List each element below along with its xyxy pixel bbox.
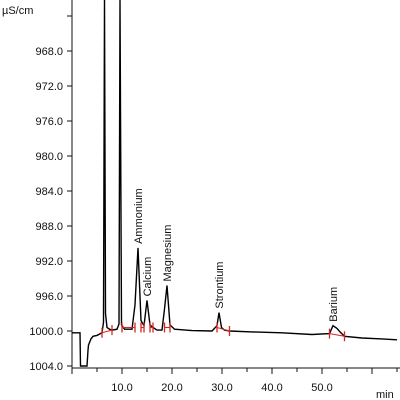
y-tick-label: 972.0 (35, 81, 63, 93)
peak-label-strontium: Strontium (214, 262, 226, 309)
y-tick-label: 984.0 (35, 186, 63, 198)
x-axis-unit-label: min (376, 389, 394, 400)
x-tick-label: 40.0 (261, 382, 282, 394)
peak-labels: Ammonium Calcium Magnesium Strontium Barium (133, 188, 340, 321)
y-tick-label: 1000.0 (29, 326, 63, 338)
y-tick-label: 980.0 (35, 151, 63, 163)
y-tick-label: 1004.0 (29, 361, 63, 373)
x-tick-label: 30.0 (211, 382, 232, 394)
integration-baseline (101, 329, 113, 334)
integration-marks (101, 322, 346, 342)
x-tick-label: 50.0 (311, 382, 332, 394)
x-tick-label: 20.0 (161, 382, 182, 394)
peak-label-barium: Barium (328, 287, 340, 322)
integration-baseline (216, 326, 230, 332)
x-axis-ticks: 10.0 20.0 30.0 40.0 50.0 (71, 368, 398, 394)
y-axis-unit-label: µS/cm (2, 5, 33, 17)
x-tick-label: 10.0 (111, 382, 132, 394)
peak-label-calcium: Calcium (142, 257, 154, 297)
conductivity-trace (72, 0, 398, 367)
y-tick-label: 992.0 (35, 256, 63, 268)
y-tick-label: 996.0 (35, 291, 63, 303)
y-tick-label: 976.0 (35, 116, 63, 128)
y-tick-label: 968.0 (35, 46, 63, 58)
peak-label-magnesium: Magnesium (162, 225, 174, 282)
plot-area: Ammonium Calcium Magnesium Strontium Barium (72, 0, 398, 367)
y-tick-label: 988.0 (35, 221, 63, 233)
integration-baseline (329, 333, 345, 337)
y-axis-ticks: 968.0 972.0 976.0 980.0 984.0 988.0 992.0 996.0… (29, 15, 72, 373)
peak-label-ammonium: Ammonium (133, 188, 145, 244)
